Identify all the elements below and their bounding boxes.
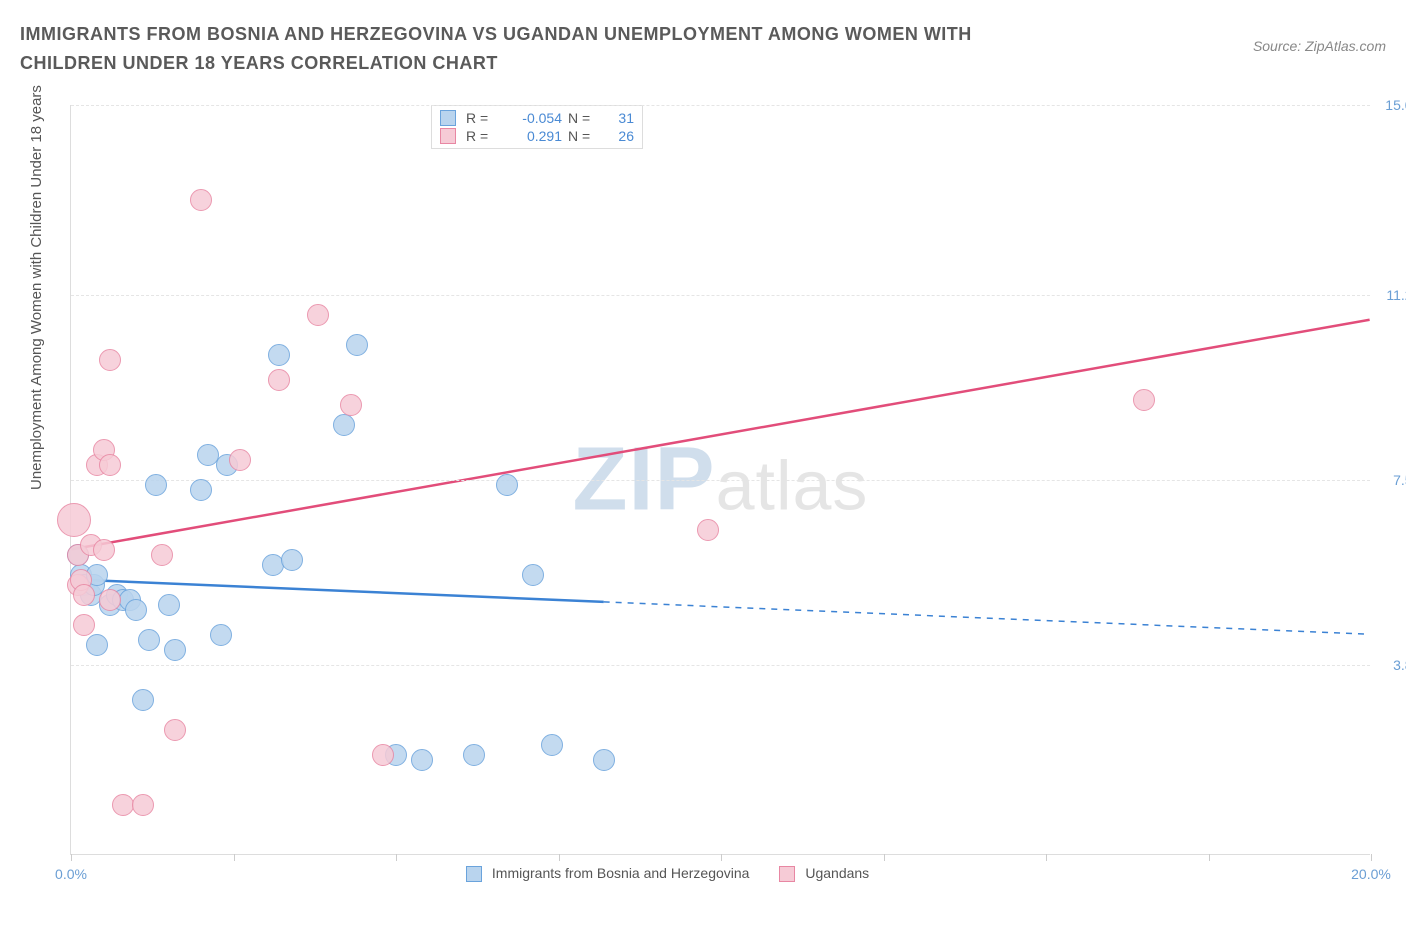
x-tick [71,854,72,861]
data-point [340,394,362,416]
legend-label-R: R = [466,110,496,126]
data-point [93,539,115,561]
watermark-bold: ZIP [573,429,716,529]
data-point [697,519,719,541]
data-point [99,589,121,611]
x-tick [234,854,235,861]
legend-label-N2: N = [568,128,598,144]
data-point [593,749,615,771]
data-point [268,344,290,366]
gridline [71,295,1370,296]
data-point [132,794,154,816]
data-point [1133,389,1155,411]
data-point [73,584,95,606]
data-point [268,369,290,391]
x-tick [884,854,885,861]
data-point [522,564,544,586]
legend-label-R2: R = [466,128,496,144]
data-point [190,189,212,211]
x-tick [1371,854,1372,861]
data-point [496,474,518,496]
x-tick [396,854,397,861]
x-tick-label: 20.0% [1351,866,1391,882]
legend-name-0: Immigrants from Bosnia and Herzegovina [492,865,750,881]
data-point [229,449,251,471]
watermark-rest: atlas [716,446,869,524]
legend-name-1: Ugandans [805,865,869,881]
data-point [99,454,121,476]
y-tick-label: 7.5% [1393,472,1406,488]
data-point [463,744,485,766]
x-tick-label: 0.0% [55,866,87,882]
source-label: Source: ZipAtlas.com [1253,20,1386,54]
legend-R-0: -0.054 [502,110,562,126]
data-point [125,599,147,621]
legend-correlation: R = -0.054 N = 31 R = 0.291 N = 26 [431,105,643,149]
data-point [346,334,368,356]
legend-series: Immigrants from Bosnia and Herzegovina U… [466,865,869,882]
correlation-chart: IMMIGRANTS FROM BOSNIA AND HERZEGOVINA V… [20,20,1386,910]
legend-N-1: 26 [604,128,634,144]
data-point [307,304,329,326]
data-point [145,474,167,496]
legend-swatch-bottom-0 [466,866,482,882]
y-tick-label: 15.0% [1385,97,1406,113]
data-point [190,479,212,501]
data-point [86,634,108,656]
y-tick-label: 3.8% [1393,657,1406,673]
data-point [372,744,394,766]
gridline [71,105,1370,106]
data-point [57,503,91,537]
legend-item-1: Ugandans [779,865,869,882]
data-point [164,719,186,741]
data-point [138,629,160,651]
data-point [333,414,355,436]
x-tick [559,854,560,861]
legend-item-0: Immigrants from Bosnia and Herzegovina [466,865,749,882]
y-axis-label: Unemployment Among Women with Children U… [28,85,45,490]
data-point [411,749,433,771]
data-point [73,614,95,636]
data-point [164,639,186,661]
data-point [99,349,121,371]
data-point [158,594,180,616]
legend-R-1: 0.291 [502,128,562,144]
gridline [71,665,1370,666]
legend-swatch-bottom-1 [779,866,795,882]
x-tick [1046,854,1047,861]
data-point [210,624,232,646]
legend-label-N: N = [568,110,598,126]
legend-N-0: 31 [604,110,634,126]
gridline [71,480,1370,481]
plot-area: ZIPatlas R = -0.054 N = 31 R = 0.291 N =… [70,105,1370,855]
data-point [281,549,303,571]
legend-swatch-0 [440,110,456,126]
data-point [132,689,154,711]
data-point [151,544,173,566]
legend-swatch-1 [440,128,456,144]
data-point [541,734,563,756]
header-row: IMMIGRANTS FROM BOSNIA AND HERZEGOVINA V… [20,20,1386,78]
chart-title: IMMIGRANTS FROM BOSNIA AND HERZEGOVINA V… [20,20,1070,78]
y-tick-label: 11.2% [1386,287,1406,303]
x-tick [721,854,722,861]
x-tick [1209,854,1210,861]
